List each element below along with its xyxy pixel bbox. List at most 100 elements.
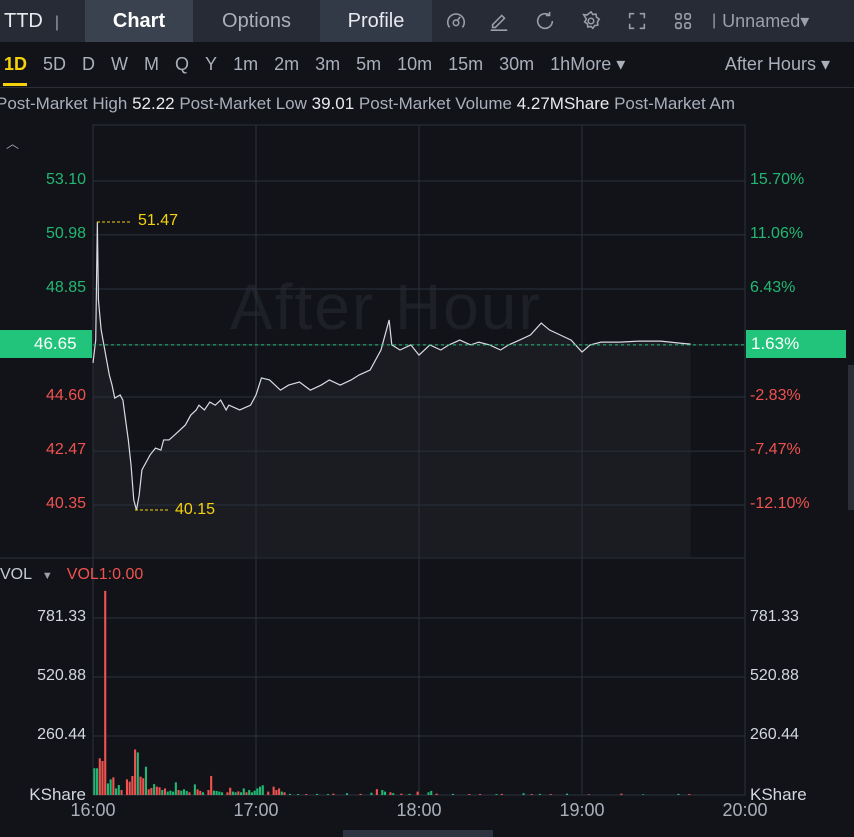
- time-tick-label: 20:00: [722, 800, 768, 820]
- volume-bar: [275, 790, 278, 795]
- price-line: [92, 221, 691, 511]
- volume-bar: [201, 792, 205, 795]
- volume-bar: [131, 775, 134, 795]
- period-w[interactable]: W: [111, 54, 129, 74]
- volume-bar: [468, 794, 471, 795]
- volume-bar: [435, 793, 438, 795]
- period-1d[interactable]: 1D: [0, 42, 35, 88]
- collapse-caret-icon[interactable]: ︿: [6, 136, 20, 151]
- volume-bar: [416, 791, 419, 795]
- volume-bar: [259, 786, 262, 795]
- period-5d[interactable]: 5D: [43, 54, 67, 74]
- price-tick-label: 40.35: [45, 495, 86, 512]
- volume-bar: [272, 786, 275, 795]
- vol-indicator[interactable]: VOL: [0, 566, 32, 583]
- grid-icon[interactable]: [660, 0, 706, 42]
- caret-down-icon[interactable]: ▼: [41, 570, 53, 582]
- tab-options[interactable]: Options: [222, 9, 291, 32]
- volume-tick-label: 260.44: [750, 726, 799, 743]
- volume-bar: [278, 788, 281, 795]
- volume-bar: [169, 790, 172, 795]
- volume-bar: [188, 792, 191, 795]
- volume-bar: [174, 782, 177, 795]
- session-dropdown[interactable]: After Hours ▾: [725, 54, 830, 75]
- more-label: More: [570, 54, 612, 74]
- volume-bar: [345, 793, 349, 795]
- volume-bar: [283, 792, 286, 795]
- volume-bar: [161, 790, 164, 795]
- volume-bar: [101, 761, 104, 795]
- volume-bar: [495, 794, 498, 795]
- volume-bar: [144, 766, 148, 795]
- volume-bar: [370, 792, 373, 795]
- volume-bar: [117, 785, 120, 795]
- refresh-icon[interactable]: [522, 0, 568, 42]
- period-q[interactable]: Q: [175, 54, 190, 74]
- period-5m[interactable]: 5m: [356, 54, 382, 74]
- session-label: After Hours: [724, 54, 816, 74]
- volume-bar: [120, 790, 123, 795]
- volume-bar: [163, 788, 167, 795]
- volume-bar: [106, 783, 109, 795]
- volume-bar: [566, 793, 569, 795]
- period-y[interactable]: Y: [205, 54, 218, 74]
- volume-bar: [522, 793, 525, 795]
- volume-bar: [180, 790, 183, 795]
- right-scrollbar[interactable]: [848, 365, 854, 510]
- volume-bar: [332, 793, 335, 795]
- volume-bar: [642, 794, 645, 795]
- volume-bar: [104, 590, 107, 795]
- volume-bar: [150, 787, 153, 795]
- volume-bar: [688, 794, 691, 795]
- volume-bar: [196, 789, 199, 795]
- volume-bar: [109, 779, 112, 795]
- period-d[interactable]: D: [82, 54, 96, 74]
- volume-bar: [250, 792, 253, 795]
- volume-bar: [218, 791, 221, 795]
- top-bar: TTD | Chart Options Profile | Unnamed▾: [0, 0, 854, 42]
- volume-bar: [172, 791, 175, 795]
- pct-tick-label: -7.47%: [750, 441, 801, 459]
- expand-icon[interactable]: [614, 0, 660, 42]
- volume-bar: [530, 794, 533, 795]
- volume-bar: [155, 786, 158, 795]
- volume-bar: [212, 790, 215, 795]
- volume-bar: [242, 788, 245, 795]
- layout-name: Unnamed: [722, 10, 801, 31]
- volume-bar: [427, 792, 430, 795]
- volume-tick-label: 781.33: [750, 608, 799, 625]
- scroll-handle[interactable]: [343, 830, 493, 837]
- volume-bar: [375, 789, 378, 795]
- last-pct-badge: 1.63%: [746, 330, 846, 358]
- volume-bar: [193, 784, 196, 795]
- period-3m[interactable]: 3m: [315, 54, 341, 74]
- volume-bar: [451, 793, 454, 795]
- volume-bar: [549, 794, 552, 795]
- volume-bar: [408, 793, 411, 795]
- volume-bar: [620, 793, 623, 795]
- amount-label: Post-Market Am: [614, 94, 735, 113]
- tab-chart[interactable]: Chart: [85, 0, 193, 42]
- period-m[interactable]: M: [144, 54, 160, 74]
- volume-bar: [381, 790, 384, 795]
- tab-profile[interactable]: Profile: [320, 0, 432, 42]
- period-2m[interactable]: 2m: [274, 54, 300, 74]
- period-30m[interactable]: 30m: [499, 54, 535, 74]
- gear-icon[interactable]: [568, 0, 614, 42]
- grid-lines: [0, 124, 746, 796]
- period-1h[interactable]: 1h: [550, 54, 571, 74]
- volume-value: 4.27MShare: [516, 94, 610, 113]
- pencil-icon[interactable]: [476, 0, 522, 42]
- layout-dropdown[interactable]: Unnamed▾: [722, 11, 809, 32]
- price-tick-label: 42.47: [45, 441, 86, 459]
- volume-bar: [359, 793, 362, 795]
- volume-bar: [245, 792, 248, 795]
- period-10m[interactable]: 10m: [397, 54, 433, 74]
- volume-unit-label: KShare: [750, 785, 807, 804]
- volume-bar: [215, 790, 218, 795]
- more-dropdown[interactable]: More ▾: [570, 42, 633, 88]
- period-1m[interactable]: 1m: [233, 54, 259, 74]
- period-15m[interactable]: 15m: [448, 54, 484, 74]
- gauge-icon[interactable]: [436, 0, 476, 42]
